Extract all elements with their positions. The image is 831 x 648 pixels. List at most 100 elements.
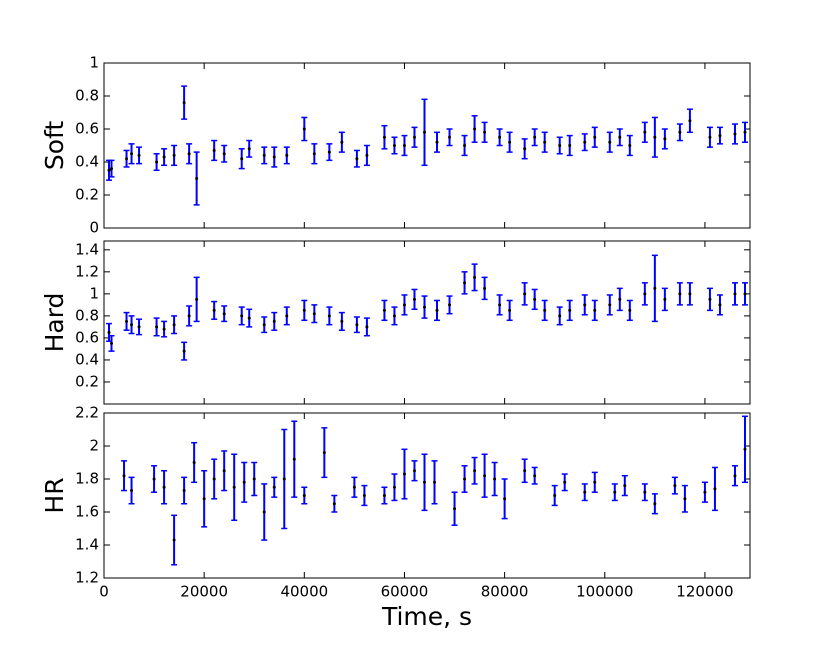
data-point (392, 485, 396, 489)
y-tick-label: 0.8 (75, 87, 99, 105)
y-tick-label: 1.2 (75, 262, 99, 280)
data-point (272, 485, 276, 489)
data-point (498, 135, 502, 139)
data-point (743, 292, 747, 296)
data-point (162, 327, 166, 331)
data-point (628, 308, 632, 312)
data-point (282, 477, 286, 481)
data-point (222, 312, 226, 316)
data-point (733, 132, 737, 136)
data-point (212, 477, 216, 481)
data-point (327, 314, 331, 318)
data-point (240, 157, 244, 161)
data-point (212, 308, 216, 312)
data-point (663, 137, 667, 141)
data-point (433, 480, 437, 484)
data-point (718, 134, 722, 138)
data-point (247, 316, 251, 320)
data-point (653, 502, 657, 506)
data-point (222, 469, 226, 473)
y-tick-label: 0.4 (75, 350, 99, 368)
data-point (382, 308, 386, 312)
data-point (355, 323, 359, 327)
data-point (192, 461, 196, 464)
y-tick-label: 0.6 (75, 120, 99, 138)
data-point (503, 497, 507, 501)
data-point (285, 153, 289, 157)
data-point (125, 319, 129, 323)
x-tick-label: 80000 (481, 583, 529, 601)
y-tick-label: 2.2 (75, 404, 99, 422)
data-point (365, 325, 369, 329)
data-point (422, 130, 426, 134)
data-point (247, 147, 251, 151)
data-point (382, 494, 386, 497)
data-point (182, 101, 186, 105)
data-point (653, 286, 657, 290)
data-point (463, 281, 467, 285)
data-point (412, 135, 416, 139)
data-point (137, 325, 141, 329)
data-point (448, 135, 452, 139)
y-axis-label: Hard (40, 293, 69, 353)
data-point (382, 135, 386, 139)
data-point (493, 477, 497, 481)
data-point (733, 292, 737, 296)
data-point (362, 494, 366, 497)
data-point (523, 469, 527, 473)
y-tick-label: 0.2 (75, 372, 99, 390)
data-point (327, 150, 331, 154)
data-point (653, 135, 657, 139)
data-point (155, 160, 159, 164)
data-point (523, 147, 527, 151)
x-tick-label: 120000 (676, 583, 733, 601)
data-point (563, 480, 567, 484)
data-point (262, 153, 266, 157)
y-tick-label: 1.4 (75, 536, 99, 554)
plot-frame (103, 240, 751, 405)
data-point (593, 135, 597, 139)
data-point (182, 489, 186, 493)
data-point (608, 140, 612, 144)
data-point (332, 502, 336, 506)
x-tick-label: 40000 (280, 583, 328, 601)
data-point (262, 323, 266, 327)
x-tick-label: 100000 (576, 583, 633, 601)
y-tick-label: 1.6 (75, 503, 99, 521)
data-point (543, 140, 547, 144)
y-tick-label: 0.8 (75, 306, 99, 324)
y-tick-label: 1 (89, 284, 99, 302)
data-point (107, 330, 111, 334)
plot-frame (103, 412, 751, 579)
data-point (733, 474, 737, 478)
data-point (688, 292, 692, 296)
data-point (187, 152, 191, 156)
data-point (483, 474, 487, 478)
data-point (568, 144, 572, 147)
data-point (703, 490, 707, 494)
data-point (568, 308, 572, 312)
y-tick-label: 1.4 (75, 240, 99, 258)
data-point (608, 303, 612, 307)
data-point (402, 144, 406, 147)
data-point (312, 152, 316, 156)
data-point (252, 477, 256, 481)
data-point (683, 497, 687, 501)
data-point (155, 325, 159, 329)
data-point (130, 489, 134, 493)
data-point (623, 484, 627, 488)
data-point (130, 323, 134, 327)
data-point (195, 297, 199, 301)
data-point (435, 140, 439, 144)
x-tick-label: 0 (99, 583, 109, 601)
data-point (125, 157, 129, 161)
data-point (435, 308, 439, 312)
data-point (743, 130, 747, 134)
data-point (355, 157, 359, 161)
data-point (412, 297, 416, 301)
data-point (688, 119, 692, 123)
data-point (673, 484, 677, 488)
data-point (322, 451, 326, 455)
data-point (508, 308, 512, 312)
